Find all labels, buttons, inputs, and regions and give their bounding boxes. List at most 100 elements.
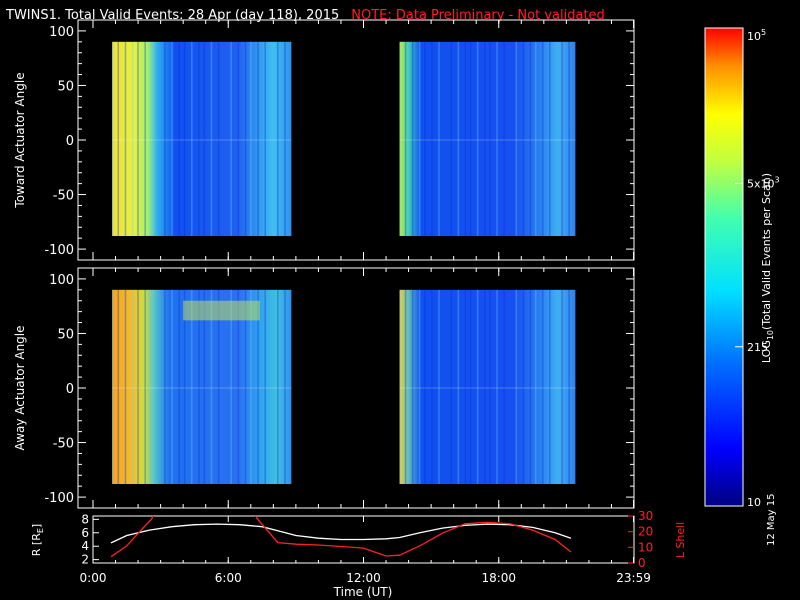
away-stripe [404, 289, 407, 484]
away-ytick-label: 50 [57, 327, 74, 342]
orbit-xlabel: Time (UT) [333, 585, 393, 599]
toward-stripe [418, 41, 421, 237]
orbit-xtick-label: 18:00 [481, 571, 516, 585]
away-stripe [237, 289, 240, 484]
toward-stripe [399, 41, 402, 237]
orbit-xtick-label: 0:00 [80, 571, 107, 585]
toward-stripe [457, 41, 460, 237]
toward-stripe [250, 41, 252, 237]
away-stripe [144, 289, 146, 484]
away-stripe [529, 289, 532, 484]
toward-stripe [450, 41, 453, 237]
away-data-block [399, 289, 576, 484]
away-stripe [450, 289, 453, 484]
away-panel: 100 50 0 -50 -100 Away Actuator Angle [13, 267, 635, 509]
away-stripe [399, 289, 402, 484]
orbit-ytick-right-label: 30 [638, 509, 653, 523]
toward-stripe [489, 41, 491, 237]
toward-ytick-label: 100 [49, 25, 74, 40]
away-stripe [277, 289, 279, 484]
away-stripe [411, 289, 414, 484]
orbit-xtick-label: 6:00 [215, 571, 242, 585]
toward-stripe [529, 41, 532, 237]
away-stripe [230, 289, 232, 484]
colorbar-tick-label: 215 [747, 341, 768, 354]
away-stripe [496, 289, 498, 484]
away-stripe [217, 289, 220, 484]
colorbar-label: LOG10(Total Valid Events per Scan) [760, 173, 775, 363]
away-stripe [117, 289, 120, 484]
away-stripe [250, 289, 252, 484]
away-stripe [284, 289, 286, 484]
toward-stripe [503, 41, 505, 237]
away-stripe [244, 289, 247, 484]
away-stripe [131, 289, 134, 484]
away-ylabel: Away Actuator Angle [13, 325, 27, 450]
toward-stripe [541, 41, 544, 237]
toward-stripe [237, 41, 240, 237]
toward-stripe [131, 41, 134, 237]
toward-stripe [515, 41, 518, 237]
away-ytick-label: -100 [44, 491, 74, 506]
colorbar-gradient [704, 27, 744, 507]
orbit-lshell-line [110, 516, 572, 558]
orbit-ytick-left-label: 4 [81, 539, 89, 553]
toward-stripe [431, 41, 433, 237]
toward-stripe [164, 41, 166, 237]
away-stripe [264, 289, 266, 484]
toward-stripe [464, 41, 467, 237]
away-stripe [457, 289, 460, 484]
toward-ytick-label: -100 [44, 243, 74, 258]
away-stripe [476, 289, 479, 484]
toward-data-block [112, 41, 292, 237]
toward-stripe [522, 41, 525, 237]
toward-stripe [217, 41, 220, 237]
toward-ytick-label: -50 [53, 189, 74, 204]
orbit-ytick-left-label: 8 [81, 512, 89, 526]
toward-stripe [469, 41, 472, 237]
away-stripe [541, 289, 544, 484]
orbit-xtick-label: 23:59 [616, 571, 651, 585]
toward-stripe [244, 41, 247, 237]
colorbar: 105 5x103 215 10 LOG10(Total Valid Events p… [704, 27, 780, 509]
toward-stripe [264, 41, 266, 237]
away-stripe [469, 289, 472, 484]
toward-stripe [284, 41, 286, 237]
toward-data-block [399, 41, 576, 237]
away-stripe [164, 289, 166, 484]
orbit-ytick-right-label: 10 [638, 540, 653, 554]
away-ytick-label: 0 [66, 382, 74, 397]
away-stripe [210, 289, 213, 484]
toward-ytick-label: 50 [57, 79, 74, 94]
orbit-r-line [110, 523, 572, 544]
away-stripe [424, 289, 426, 484]
orbit-ytick-right-label: 0 [638, 556, 646, 570]
toward-stripe [198, 41, 200, 237]
away-ytick-label: 100 [49, 273, 74, 288]
away-stripe [568, 289, 570, 484]
away-stripe [534, 289, 537, 484]
preliminary-note: NOTE: Data Preliminary - Not validated [351, 8, 605, 23]
toward-stripe [411, 41, 414, 237]
toward-stripe [424, 41, 426, 237]
toward-stripe [483, 41, 486, 237]
toward-stripe [257, 41, 259, 237]
away-stripe [503, 289, 505, 484]
orbit-ylabel-right: L Shell [674, 522, 687, 558]
away-stripe [124, 289, 127, 484]
colorbar-tick-label: 5x103 [747, 175, 780, 190]
figure-title: TWINS1. Total Valid Events: 28 Apr (day … [6, 8, 340, 23]
toward-stripe [438, 41, 440, 237]
toward-ytick-label: 0 [66, 134, 74, 149]
away-stripe [522, 289, 525, 484]
orbit-ylabel-left: R [RE] [30, 524, 45, 556]
away-stripe [178, 289, 180, 484]
away-stripe [483, 289, 486, 484]
away-data-block [112, 289, 292, 484]
away-stripe [438, 289, 440, 484]
away-stripe [137, 289, 139, 484]
toward-stripe [183, 41, 186, 237]
toward-stripe [124, 41, 127, 237]
orbit-ytick-left-label: 6 [81, 526, 89, 540]
